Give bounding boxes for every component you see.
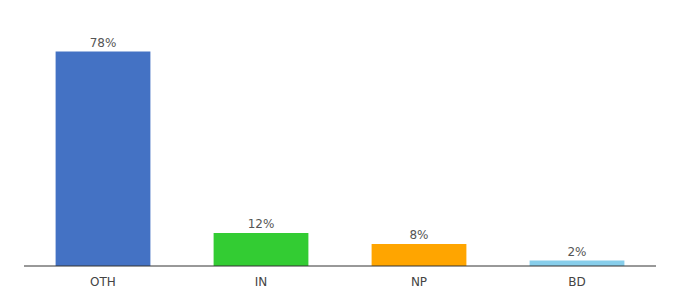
x-tick-label: NP xyxy=(411,275,427,289)
data-label: 8% xyxy=(409,228,428,242)
bar xyxy=(214,233,309,266)
data-label: 78% xyxy=(90,36,117,50)
x-tick-label: OTH xyxy=(90,275,116,289)
data-label: 12% xyxy=(248,217,275,231)
x-axis-line xyxy=(24,266,656,267)
x-tick-label: IN xyxy=(255,275,268,289)
x-tick-label: BD xyxy=(568,275,585,289)
data-labels: 78% 12% 8% 2% xyxy=(90,36,587,259)
x-tick-labels: OTH IN NP BD xyxy=(90,275,586,289)
bars xyxy=(56,52,625,267)
bar xyxy=(372,244,467,266)
bar xyxy=(56,52,151,267)
chart-svg: 78% 12% 8% 2% OTH IN NP BD xyxy=(0,0,680,300)
data-label: 2% xyxy=(567,245,586,259)
chart-container: 78% 12% 8% 2% OTH IN NP BD xyxy=(0,0,680,300)
bar xyxy=(530,261,625,267)
